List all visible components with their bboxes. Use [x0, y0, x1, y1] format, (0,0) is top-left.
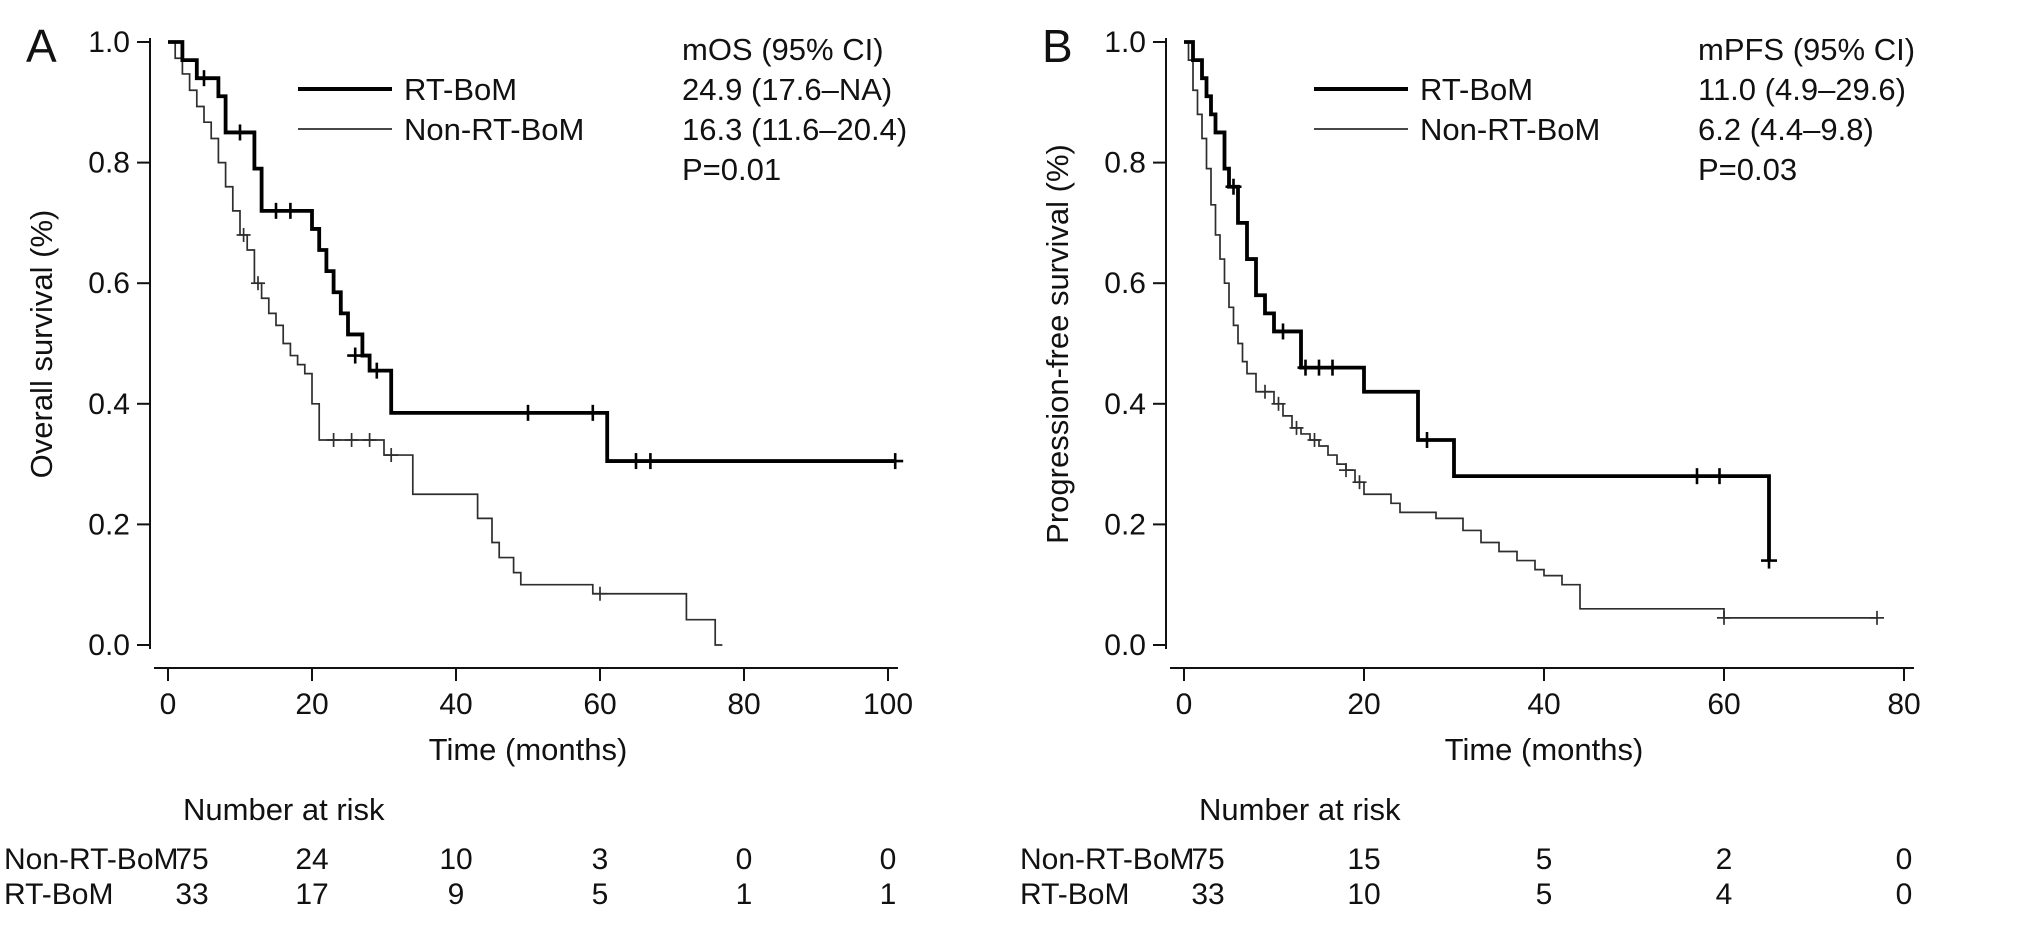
risk-count: 0 [880, 843, 897, 876]
risk-count: 9 [448, 878, 465, 911]
risk-count: 0 [1896, 878, 1913, 911]
legend-label-rt-bom: RT-BoM [404, 72, 517, 107]
panel-letter: A [26, 20, 57, 72]
y-tick-label: 0.8 [1104, 147, 1146, 180]
x-tick-label: 100 [863, 688, 913, 721]
x-tick-label: 60 [1707, 688, 1740, 721]
stats-median-rt-bom: 11.0 (4.9–29.6) [1698, 72, 1906, 107]
x-tick-label: 0 [160, 688, 177, 721]
risk-count: 75 [1191, 843, 1224, 876]
y-tick-label: 0.4 [88, 388, 130, 421]
survival-curve-rt-bom [168, 40, 896, 463]
x-axis-title: Time (months) [429, 732, 628, 767]
risk-count: 4 [1716, 878, 1733, 911]
risk-row-label-rt-bom: RT-BoM [4, 878, 113, 911]
y-tick-label: 0.2 [88, 508, 130, 541]
y-axis-title: Overall survival (%) [24, 210, 59, 479]
stats-median-rt-bom: 24.9 (17.6–NA) [682, 72, 892, 107]
risk-count: 0 [1896, 843, 1913, 876]
panel-letter: B [1042, 20, 1073, 72]
risk-count: 75 [175, 843, 208, 876]
risk-count: 24 [295, 843, 328, 876]
x-tick-label: 20 [295, 688, 328, 721]
y-tick-label: 0.2 [1104, 508, 1146, 541]
risk-count: 1 [736, 878, 753, 911]
y-axis-title: Progression-free survival (%) [1040, 144, 1075, 544]
y-tick-label: 0.0 [1104, 629, 1146, 662]
x-tick-label: 20 [1347, 688, 1380, 721]
survival-curve-non-rt-bom [1184, 41, 1877, 619]
x-tick-label: 0 [1176, 688, 1193, 721]
x-tick-label: 40 [439, 688, 472, 721]
x-tick-label: 80 [1887, 688, 1920, 721]
panel-progression-free-survival: B Progression-free survival (%) Time (mo… [1020, 20, 1921, 911]
risk-count: 3 [592, 843, 609, 876]
risk-count: 15 [1347, 843, 1380, 876]
risk-count: 2 [1716, 843, 1733, 876]
legend-label-rt-bom: RT-BoM [1420, 72, 1533, 107]
risk-table-title: Number at risk [1199, 792, 1401, 827]
stats-title: mPFS (95% CI) [1698, 32, 1915, 67]
risk-count: 10 [1347, 878, 1380, 911]
y-tick-label: 0.4 [1104, 388, 1146, 421]
risk-count: 1 [880, 878, 897, 911]
risk-count: 10 [439, 843, 472, 876]
risk-row-label-rt-bom: RT-BoM [1020, 878, 1129, 911]
survival-curve-non-rt-bom [168, 41, 723, 646]
risk-count: 5 [1536, 878, 1553, 911]
panel-overall-survival: A Overall survival (%) Time (months) RT-… [4, 20, 913, 911]
stats-median-non-rt-bom: 6.2 (4.4–9.8) [1698, 112, 1874, 147]
y-tick-label: 0.8 [88, 147, 130, 180]
x-axis-title: Time (months) [1445, 732, 1644, 767]
y-tick-label: 0.6 [88, 267, 130, 300]
y-tick-label: 0.6 [1104, 267, 1146, 300]
stats-title: mOS (95% CI) [682, 32, 884, 67]
risk-row-label-non-rt-bom: Non-RT-BoM [1020, 843, 1195, 876]
legend-label-non-rt-bom: Non-RT-BoM [1420, 112, 1600, 147]
y-tick-label: 1.0 [88, 26, 130, 59]
legend-label-non-rt-bom: Non-RT-BoM [404, 112, 584, 147]
x-tick-label: 80 [727, 688, 760, 721]
x-tick-label: 60 [583, 688, 616, 721]
y-tick-label: 1.0 [1104, 26, 1146, 59]
stats-p-value: P=0.03 [1698, 152, 1797, 187]
risk-count: 33 [175, 878, 208, 911]
plot-area: 0.0 0.2 0.4 0.6 0.8 1.0 0 20 40 60 80 100 75 24 10 3 0 0 3… [88, 26, 913, 911]
risk-count: 5 [1536, 843, 1553, 876]
risk-row-label-non-rt-bom: Non-RT-BoM [4, 843, 179, 876]
risk-table-title: Number at risk [183, 792, 385, 827]
y-tick-label: 0.0 [88, 629, 130, 662]
stats-p-value: P=0.01 [682, 152, 781, 187]
stats-median-non-rt-bom: 16.3 (11.6–20.4) [682, 112, 907, 147]
survival-curve-rt-bom [1184, 40, 1771, 561]
risk-count: 17 [295, 878, 328, 911]
x-tick-label: 40 [1527, 688, 1560, 721]
risk-count: 33 [1191, 878, 1224, 911]
risk-count: 0 [736, 843, 753, 876]
risk-count: 5 [592, 878, 609, 911]
